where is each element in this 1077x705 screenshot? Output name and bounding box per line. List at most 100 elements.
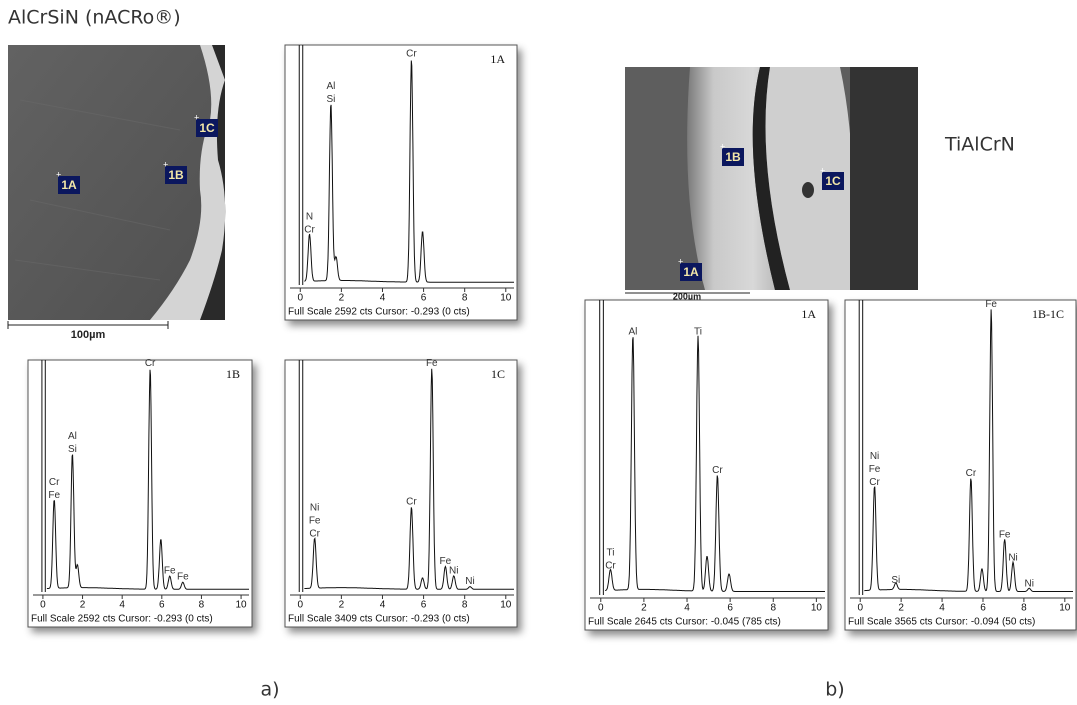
marker-cross: +: [720, 141, 725, 151]
spectrum-footer: Full Scale 3409 cts Cursor: -0.293 (0 ct…: [288, 614, 470, 625]
spectrum: 0 2 4 6 8 10 Ni Fe Cr Si Cr Fe Fe Ni Ni 1B-1C Full Scale…: [844, 299, 1077, 631]
peak-label: Cr: [309, 528, 320, 539]
marker-box: [196, 119, 218, 137]
x-tick-label: 8: [462, 600, 468, 611]
peak-label: Cr: [145, 358, 156, 369]
marker-cross: +: [163, 159, 168, 169]
spectrum-label: 1A: [490, 52, 505, 66]
marker-label: 1B: [725, 150, 741, 164]
x-tick-label: 6: [727, 603, 733, 614]
peak-label: N: [306, 211, 313, 222]
spectrum-label: 1B: [226, 367, 240, 381]
marker-label: 1C: [825, 174, 841, 188]
marker-label: 1A: [61, 178, 77, 192]
x-tick-label: 8: [770, 603, 776, 614]
marker-box: [58, 176, 80, 194]
x-tick-label: 10: [500, 293, 512, 304]
x-tick-label: 6: [980, 603, 986, 614]
peak-label: Ti: [606, 548, 614, 559]
x-tick-label: 0: [297, 293, 303, 304]
x-tick-label: 4: [380, 600, 386, 611]
scale-bar-label: 200µm: [673, 291, 701, 301]
spectrum-label: 1C: [491, 367, 505, 381]
peak-label: Fe: [869, 464, 881, 475]
spectrum-footer: Full Scale 3565 cts Cursor: -0.094 (50 c…: [848, 617, 1035, 628]
spectrum-frame: [584, 299, 829, 631]
marker-label: 1C: [199, 121, 215, 135]
peak-label: Cr: [966, 468, 977, 479]
x-tick-label: 6: [421, 293, 427, 304]
x-tick-label: 4: [939, 603, 945, 614]
peak-label: Fe: [177, 572, 189, 583]
x-tick-label: 4: [380, 293, 386, 304]
peak-label: Ni: [870, 451, 879, 462]
x-tick-label: 10: [236, 600, 248, 611]
marker-cross: +: [56, 169, 61, 179]
spectrum-line: [304, 60, 514, 283]
peak-label: Ni: [465, 576, 474, 587]
marker-box: [680, 263, 702, 281]
peak-label: Cr: [406, 49, 417, 60]
peak-label: Si: [891, 575, 900, 586]
marker-label: 1B: [168, 168, 184, 182]
x-tick-label: 10: [811, 603, 823, 614]
x-tick-label: 0: [857, 603, 863, 614]
sem-image-a: 100µm: [7, 45, 226, 341]
spectrum-line: [46, 369, 249, 590]
x-tick-label: 2: [898, 603, 904, 614]
peak-label: Fe: [999, 529, 1011, 540]
spectrum-line: [304, 368, 514, 590]
peak-label: Ti: [694, 326, 702, 337]
peak-label: Fe: [309, 515, 321, 526]
x-tick-label: 10: [500, 600, 512, 611]
spectrum: 0 2 4 6 8 10 N Cr Al Si Cr 1A Full Scale 2592 cts Cu…: [284, 44, 518, 321]
marker-box: [165, 166, 187, 184]
caption-a: a): [260, 679, 279, 701]
x-tick-label: 0: [40, 600, 46, 611]
peak-label: Fe: [985, 299, 997, 310]
peak-label: Fe: [426, 358, 438, 369]
spectrum-frame: [844, 299, 1077, 631]
x-tick-label: 0: [297, 600, 303, 611]
peak-label: Al: [628, 326, 637, 337]
peak-label: Al: [68, 431, 77, 442]
marker-cross: +: [678, 256, 683, 266]
x-tick-label: 4: [119, 600, 125, 611]
peak-label: Cr: [406, 496, 417, 507]
sem-image-b: 200µm: [625, 67, 918, 301]
peak-label: Cr: [869, 477, 880, 488]
marker-box: [722, 148, 744, 166]
peak-label: Cr: [304, 224, 315, 235]
peak-label: Si: [68, 444, 77, 455]
spectrum-footer: Full Scale 2592 cts Cursor: -0.293 (0 ct…: [288, 307, 470, 318]
marker-cross: +: [194, 112, 199, 122]
x-tick-label: 8: [199, 600, 205, 611]
spectrum-line: [605, 335, 825, 592]
spectrum-footer: Full Scale 2592 cts Cursor: -0.293 (0 ct…: [31, 614, 213, 625]
title-a: AlCrSiN (nACRo®): [8, 7, 181, 29]
peak-label: Si: [326, 94, 335, 105]
x-tick-label: 10: [1059, 603, 1071, 614]
x-tick-label: 6: [421, 600, 427, 611]
x-tick-label: 0: [598, 603, 604, 614]
spectrum-frame: [284, 359, 518, 628]
x-tick-label: 2: [80, 600, 86, 611]
peak-label: Ni: [1008, 552, 1017, 563]
title-b: TiAlCrN: [944, 134, 1015, 156]
peak-label: Cr: [605, 561, 616, 572]
peak-label: Fe: [440, 556, 452, 567]
caption-b: b): [825, 679, 844, 701]
peak-label: Ni: [449, 565, 458, 576]
x-tick-label: 2: [339, 293, 345, 304]
scale-bar-label: 100µm: [71, 329, 106, 341]
spectrum-frame: [27, 359, 253, 628]
peak-label: Cr: [712, 465, 723, 476]
spectrum: 0 2 4 6 8 10 Ti Cr Al Ti Cr 1A Full Scale 2645 cts C…: [584, 299, 829, 631]
x-tick-label: 2: [339, 600, 345, 611]
x-tick-label: 8: [1021, 603, 1027, 614]
marker-cross: +: [820, 165, 825, 175]
spectrum-frame: [284, 44, 518, 321]
